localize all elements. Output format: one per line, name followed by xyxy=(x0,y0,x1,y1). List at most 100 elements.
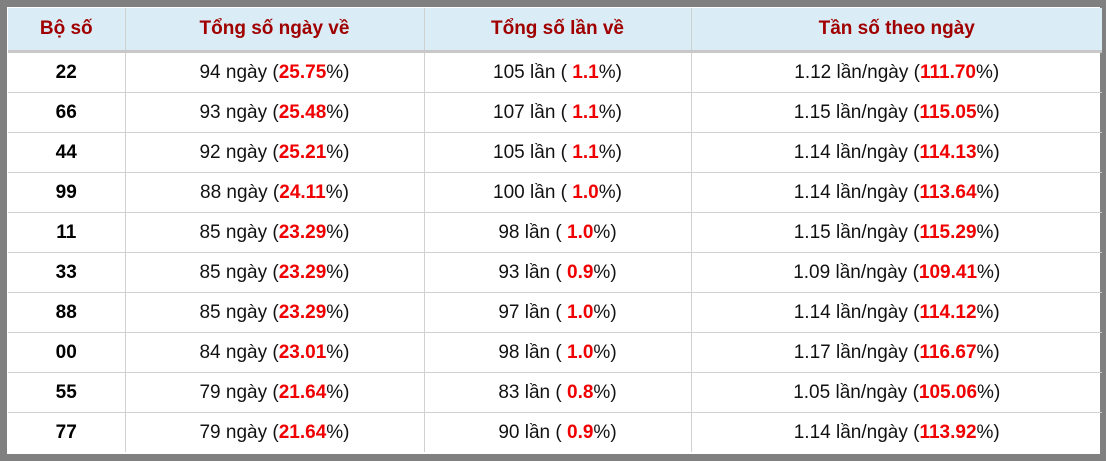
header-tong-so-ngay: Tổng số ngày về xyxy=(125,8,425,53)
header-tan-so: Tần số theo ngày xyxy=(691,8,1102,53)
percent-close: %) xyxy=(598,181,622,203)
tan-so-value: 1.05 xyxy=(793,381,831,403)
bo-so-cell: 99 xyxy=(8,172,126,213)
ngay-percent: 23.01 xyxy=(278,341,327,363)
unit-label: ngày ( xyxy=(220,341,279,363)
unit-label: ngày ( xyxy=(221,181,280,203)
percent-close: %) xyxy=(977,381,1001,403)
percent-close: %) xyxy=(598,141,622,163)
unit-label: lần ( xyxy=(524,101,573,123)
tan-so-percent: 105.06 xyxy=(918,381,978,403)
tan-so-value: 1.15 xyxy=(793,101,831,123)
lan-cell: 93 lần ( 0.9%) xyxy=(424,252,692,293)
percent-close: %) xyxy=(976,61,1000,83)
tan-so-value: 1.14 xyxy=(793,181,831,203)
percent-close: %) xyxy=(326,61,350,83)
table-row: 22 94 ngày (25.75%) 105 lần ( 1.1%) 1.12 lầ… xyxy=(8,51,1102,93)
unit-label: lần/ngày ( xyxy=(831,61,920,83)
tan-so-value: 1.17 xyxy=(793,341,831,363)
percent-close: %) xyxy=(326,301,350,323)
percent-close: %) xyxy=(593,341,617,363)
bo-so-cell: 11 xyxy=(8,212,126,253)
table-row: 55 79 ngày (21.64%) 83 lần ( 0.8%) 1.05 lần… xyxy=(8,372,1102,413)
unit-label: ngày ( xyxy=(220,301,279,323)
bo-so-cell: 66 xyxy=(8,92,126,133)
lan-percent: 1.1 xyxy=(572,61,599,83)
unit-label: lần/ngày ( xyxy=(830,141,920,163)
ngay-percent: 25.75 xyxy=(278,61,327,83)
lan-count: 90 xyxy=(498,421,520,443)
unit-label: lần ( xyxy=(519,221,567,243)
ngay-cell: 94 ngày (25.75%) xyxy=(125,51,425,93)
tan-so-cell: 1.15 lần/ngày (115.29%) xyxy=(691,212,1102,253)
tan-so-value: 1.12 xyxy=(794,61,832,83)
header-bo-so: Bộ số xyxy=(8,8,126,53)
lan-count: 98 xyxy=(498,221,520,243)
tan-so-cell: 1.15 lần/ngày (115.05%) xyxy=(691,92,1102,133)
lan-count: 97 xyxy=(498,301,520,323)
ngay-percent: 21.64 xyxy=(278,421,327,443)
lan-percent: 1.1 xyxy=(572,141,599,163)
ngay-percent: 23.29 xyxy=(278,261,327,283)
lan-cell: 98 lần ( 1.0%) xyxy=(424,332,692,373)
bo-so-cell: 00 xyxy=(8,332,126,373)
percent-close: %) xyxy=(976,141,1000,163)
percent-close: %) xyxy=(977,261,1001,283)
lan-cell: 90 lần ( 0.9%) xyxy=(424,412,692,452)
ngay-cell: 85 ngày (23.29%) xyxy=(125,252,425,293)
unit-label: lần/ngày ( xyxy=(830,381,919,403)
percent-close: %) xyxy=(326,221,350,243)
ngay-cell: 85 ngày (23.29%) xyxy=(125,292,425,333)
tan-so-percent: 114.13 xyxy=(919,141,977,163)
ngay-count: 88 xyxy=(200,181,222,203)
unit-label: lần ( xyxy=(524,61,573,83)
ngay-cell: 79 ngày (21.64%) xyxy=(125,372,425,413)
lan-percent: 1.0 xyxy=(567,341,594,363)
ngay-percent: 21.64 xyxy=(278,381,327,403)
tan-so-percent: 115.05 xyxy=(919,101,977,123)
unit-label: ngày ( xyxy=(220,421,279,443)
tan-so-percent: 116.67 xyxy=(919,341,977,363)
lan-cell: 105 lần ( 1.1%) xyxy=(424,51,692,93)
unit-label: ngày ( xyxy=(220,61,279,83)
tan-so-cell: 1.14 lần/ngày (113.64%) xyxy=(691,172,1102,213)
lan-count: 105 xyxy=(493,141,525,163)
table-row: 66 93 ngày (25.48%) 107 lần ( 1.1%) 1.15 lầ… xyxy=(8,92,1102,133)
ngay-cell: 93 ngày (25.48%) xyxy=(125,92,425,133)
unit-label: ngày ( xyxy=(220,101,279,123)
unit-label: lần ( xyxy=(519,301,567,323)
percent-close: %) xyxy=(976,101,1000,123)
tan-so-value: 1.14 xyxy=(793,421,831,443)
header-tong-so-lan: Tổng số lần về xyxy=(424,8,692,53)
unit-label: lần/ngày ( xyxy=(830,421,920,443)
lan-count: 83 xyxy=(498,381,520,403)
ngay-count: 92 xyxy=(199,141,221,163)
tan-so-percent: 109.41 xyxy=(918,261,978,283)
lan-percent: 0.8 xyxy=(567,381,594,403)
unit-label: lần ( xyxy=(519,261,567,283)
unit-label: lần ( xyxy=(524,141,573,163)
percent-close: %) xyxy=(326,381,350,403)
unit-label: lần/ngày ( xyxy=(830,101,920,123)
tan-so-value: 1.14 xyxy=(793,301,831,323)
bo-so-cell: 22 xyxy=(8,51,126,93)
unit-label: lần/ngày ( xyxy=(830,341,920,363)
percent-close: %) xyxy=(593,301,617,323)
unit-label: lần ( xyxy=(519,341,567,363)
bo-so-cell: 88 xyxy=(8,292,126,333)
tan-so-percent: 111.70 xyxy=(919,61,976,83)
tan-so-cell: 1.14 lần/ngày (113.92%) xyxy=(691,413,1102,453)
ngay-count: 85 xyxy=(199,301,221,323)
lan-count: 107 xyxy=(493,101,525,123)
unit-label: ngày ( xyxy=(220,261,279,283)
table-row: 00 84 ngày (23.01%) 98 lần ( 1.0%) 1.17 lần… xyxy=(8,332,1102,373)
percent-close: %) xyxy=(326,101,350,123)
tan-so-cell: 1.05 lần/ngày (105.06%) xyxy=(691,372,1102,413)
ngay-count: 93 xyxy=(199,101,221,123)
ngay-percent: 23.29 xyxy=(278,301,327,323)
unit-label: lần ( xyxy=(524,181,573,203)
table-row: 11 85 ngày (23.29%) 98 lần ( 1.0%) 1.15 lần… xyxy=(8,212,1102,253)
unit-label: lần ( xyxy=(519,381,567,403)
tan-so-percent: 113.64 xyxy=(919,181,977,203)
